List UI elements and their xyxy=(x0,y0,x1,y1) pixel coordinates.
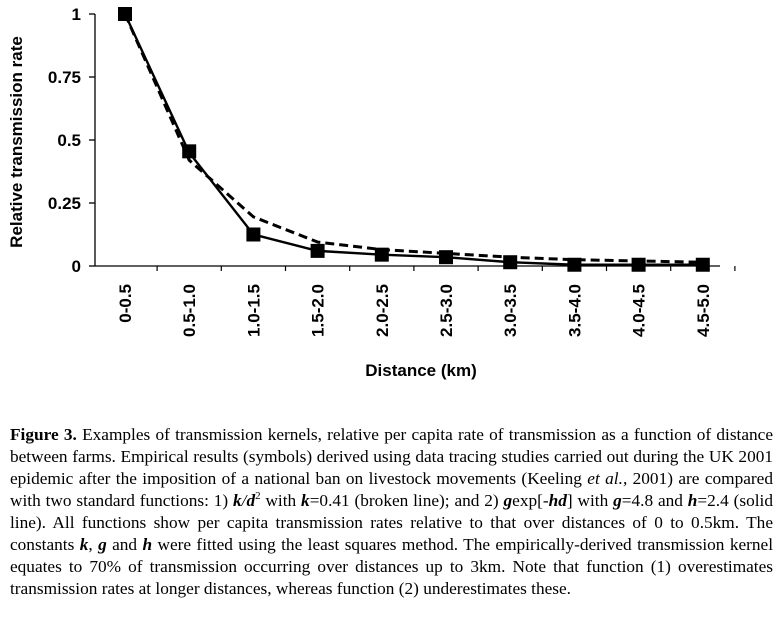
caption-symbol-k: k xyxy=(233,491,242,510)
caption-text: =4.8 and xyxy=(621,491,688,510)
caption-symbol-k: k xyxy=(79,535,89,554)
y-tick-label: 0.5 xyxy=(57,131,81,150)
caption-label: Figure 3. xyxy=(10,425,77,444)
series xyxy=(118,7,710,272)
data-point-marker xyxy=(246,227,261,242)
caption-text: =0.41 (broken line); and 2) xyxy=(309,491,504,510)
x-tick-label: 1.5-2.0 xyxy=(309,284,328,337)
y-ticks: 1 0.75 0.5 0.25 0 xyxy=(48,5,95,276)
caption-slash: / xyxy=(241,491,247,510)
series-solid-line xyxy=(123,13,703,266)
x-tick-label: 0-0.5 xyxy=(116,284,135,323)
x-tick-label: 3.0-3.5 xyxy=(501,284,520,337)
y-axis-label: Relative transmission rate xyxy=(7,36,26,248)
x-tick-label: 4.5-5.0 xyxy=(694,284,713,337)
caption-text: , 2001) are compared with two standard f… xyxy=(10,469,773,510)
x-ticks: 0-0.5 0.5-1.0 1.0-1.5 1.5-2.0 2.0-2.5 2.5-3.0… xyxy=(116,266,736,337)
caption-symbol-g: g xyxy=(613,491,622,510)
x-tick-label: 4.0-4.5 xyxy=(630,284,649,337)
caption-text: =2.4 (solid line). All functions show pe… xyxy=(10,491,773,554)
caption-symbol-g: g xyxy=(98,535,107,554)
caption-symbol-h: h xyxy=(142,535,153,554)
caption-text: were fitted using the least squares meth… xyxy=(10,535,774,598)
caption-symbol-h: h xyxy=(687,491,698,510)
y-tick-label: 1 xyxy=(72,5,81,24)
chart: 1 0.75 0.5 0.25 0 0-0.5 0.5-1.0 1.0-1.5 1.5-2.0… xyxy=(7,5,736,380)
caption-text: ] with xyxy=(566,491,614,510)
data-point-marker xyxy=(503,255,518,270)
y-tick-label: 0.75 xyxy=(48,68,81,87)
caption-symbol-d: d xyxy=(246,491,256,510)
x-axis-label: Distance (km) xyxy=(365,361,476,380)
caption-et-al: et al. xyxy=(587,469,623,488)
figure-caption: Figure 3. Examples of transmission kerne… xyxy=(10,424,773,600)
y-tick-label: 0.25 xyxy=(48,194,81,213)
y-tick-label: 0 xyxy=(72,257,81,276)
caption-superscript: 2 xyxy=(255,490,261,503)
caption-text: and xyxy=(106,535,143,554)
x-tick-label: 2.5-3.0 xyxy=(437,284,456,337)
series-broken-line xyxy=(123,13,703,264)
caption-text: Examples of transmission kernels, relati… xyxy=(10,425,773,488)
data-point-marker xyxy=(567,257,582,272)
x-tick-label: 2.0-2.5 xyxy=(373,284,392,337)
data-point-marker xyxy=(182,144,197,159)
x-tick-label: 1.0-1.5 xyxy=(244,284,263,337)
data-point-marker xyxy=(695,257,710,272)
data-point-marker xyxy=(439,250,453,265)
data-point-marker xyxy=(374,247,389,262)
caption-symbol-k: k xyxy=(301,491,310,510)
caption-symbol-g: g xyxy=(503,491,513,510)
x-tick-label: 0.5-1.0 xyxy=(180,284,199,337)
data-point-marker xyxy=(118,7,132,21)
x-tick-label: 3.5-4.0 xyxy=(565,284,584,337)
data-point-marker xyxy=(631,257,646,272)
caption-text: with xyxy=(260,491,302,510)
data-point-marker xyxy=(310,243,325,258)
caption-text: , xyxy=(88,535,99,554)
caption-text: exp[- xyxy=(512,491,549,510)
caption-symbol-hd: hd xyxy=(548,491,567,510)
